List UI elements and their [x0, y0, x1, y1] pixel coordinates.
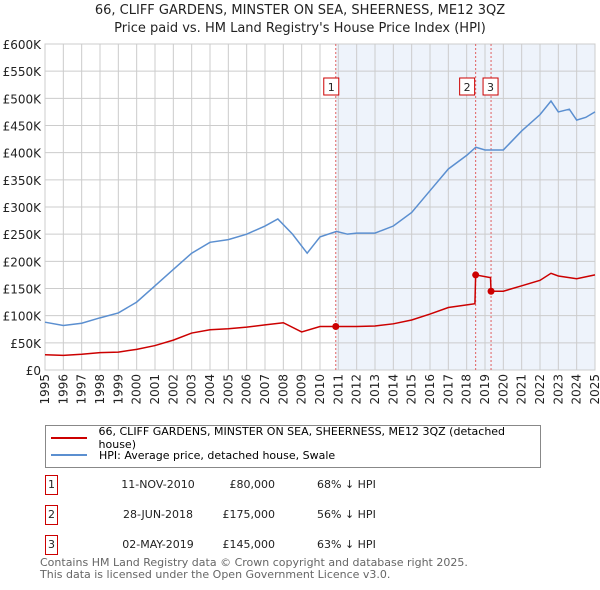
legend-blue-line: [51, 454, 87, 456]
sale-price: £145,000: [222, 538, 276, 551]
x-tick-label: 2006: [240, 374, 254, 405]
y-tick-label: £50K: [10, 337, 42, 351]
x-tick-label: 1997: [75, 374, 89, 405]
legend-property: 66, CLIFF GARDENS, MINSTER ON SEA, SHEER…: [98, 425, 506, 451]
x-tick-label: 2021: [515, 374, 529, 405]
sale-hpi: 63% ↓ HPI: [317, 538, 376, 551]
y-tick-label: £100K: [3, 310, 43, 324]
x-tick-label: 2007: [258, 374, 272, 405]
sale-marker-label: 3: [487, 81, 494, 94]
sale-point: [472, 271, 480, 279]
x-tick-label: 2003: [185, 374, 199, 405]
sale-date: 02-MAY-2019: [122, 538, 194, 551]
y-tick-label: £500K: [3, 92, 43, 106]
x-tick-label: 2015: [405, 374, 419, 405]
footer-licence: This data is licensed under the Open Gov…: [40, 568, 391, 581]
y-tick-label: £250K: [3, 228, 43, 242]
x-tick-label: 2016: [423, 374, 437, 405]
legend-hpi: HPI: Average price, detached house, Swal…: [99, 448, 336, 462]
sale-marker-box: [459, 77, 476, 96]
sale-marker: 1: [45, 475, 58, 495]
x-tick-label: 2001: [148, 374, 162, 405]
footer: Contains HM Land Registry data © Crown c…: [40, 557, 468, 581]
x-tick-label: 1995: [38, 374, 52, 405]
x-tick-label: 2024: [570, 374, 584, 405]
x-tick-label: 2020: [496, 374, 510, 405]
y-tick-label: £400K: [3, 147, 43, 161]
hpi-line: [44, 99, 596, 327]
sale-row: 3 02-MAY-2019 £145,000 63% ↓ HPI: [45, 535, 445, 555]
sale-hpi: 56% ↓ HPI: [317, 508, 376, 521]
x-tick-label: 2012: [350, 374, 364, 405]
x-tick-label: 2004: [203, 374, 217, 405]
x-tick-label: 1996: [56, 374, 70, 405]
x-tick-label: 2025: [588, 374, 600, 405]
sale-point: [487, 287, 495, 295]
y-tick-label: £350K: [3, 174, 43, 188]
y-tick-label: £150K: [3, 283, 43, 297]
x-tick-label: 2000: [130, 374, 144, 405]
footer-copyright: Contains HM Land Registry data © Crown c…: [40, 556, 468, 569]
sale-marker-label: 2: [464, 81, 471, 94]
x-tick-label: 2008: [276, 374, 290, 405]
x-tick-label: 2017: [441, 374, 455, 405]
x-tick-label: 2005: [221, 374, 235, 405]
x-tick-label: 1998: [93, 374, 107, 405]
chart-subtitle: Price paid vs. HM Land Registry's House …: [114, 21, 486, 36]
sale-date: 28-JUN-2018: [122, 508, 194, 521]
plot-border: [44, 43, 596, 371]
y-tick-label: £0: [26, 364, 41, 378]
property-price-line: [44, 272, 596, 357]
y-tick-label: £300K: [3, 201, 43, 215]
y-tick-label: £550K: [3, 65, 43, 79]
sale-marker: 3: [45, 535, 58, 555]
x-tick-label: 2011: [331, 374, 345, 405]
y-tick-label: £200K: [3, 255, 43, 269]
x-tick-label: 1999: [111, 374, 125, 405]
x-tick-label: 2019: [478, 374, 492, 405]
y-tick-label: £600K: [3, 38, 43, 52]
x-tick-label: 2010: [313, 374, 327, 405]
sale-row: 2 28-JUN-2018 £175,000 56% ↓ HPI: [45, 505, 445, 525]
sale-point: [332, 323, 340, 331]
sale-price: £175,000: [222, 508, 276, 521]
legend: 66, CLIFF GARDENS, MINSTER ON SEA, SHEER…: [45, 425, 541, 468]
chart-title: 66, CLIFF GARDENS, MINSTER ON SEA, SHEER…: [94, 3, 506, 18]
sale-marker-box: [323, 77, 340, 96]
sale-price: £80,000: [229, 478, 276, 491]
sale-marker: 2: [45, 505, 58, 525]
x-tick-label: 2009: [295, 374, 309, 405]
price-chart: £0 £50K £100K £150K £200K £250K £300K £350K £400…: [3, 38, 600, 405]
legend-red-line: [51, 437, 87, 439]
sale-hpi: 68% ↓ HPI: [317, 478, 376, 491]
x-tick-label: 2018: [460, 374, 474, 405]
sale-date: 11-NOV-2010: [121, 478, 195, 491]
x-tick-label: 2013: [368, 374, 382, 405]
sale-row: 1 11-NOV-2010 £80,000 68% ↓ HPI: [45, 475, 445, 495]
x-tick-label: 2002: [166, 374, 180, 405]
x-tick-label: 2014: [386, 374, 400, 405]
x-tick-label: 2022: [533, 374, 547, 405]
sale-marker-label: 1: [328, 81, 335, 94]
x-tick-label: 2023: [551, 374, 565, 405]
sale-marker-box: [482, 77, 499, 96]
y-tick-label: £450K: [3, 120, 43, 134]
